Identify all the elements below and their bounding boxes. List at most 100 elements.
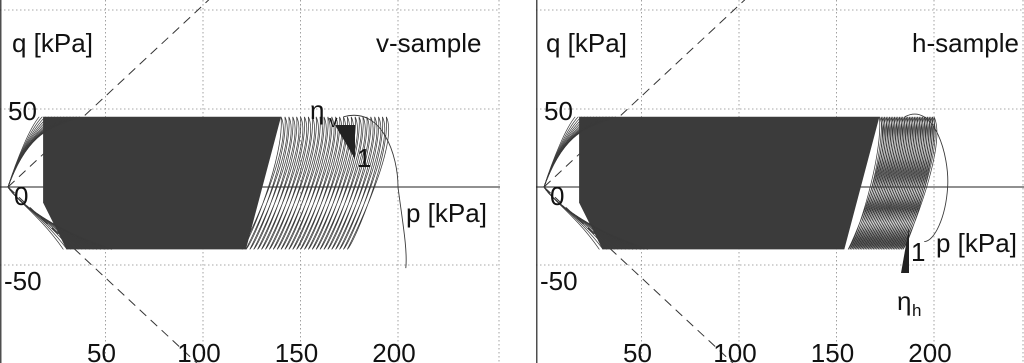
cycle-loop-14 [871, 116, 906, 250]
slope-unit-label: 1 [357, 143, 371, 173]
cycle-loop-3 [253, 116, 296, 250]
cycle-loop-28 [894, 116, 929, 250]
cycle-loop-17 [875, 116, 911, 250]
cycle-loop-14 [296, 116, 339, 250]
cycle-loop-29 [895, 116, 931, 250]
cycle-loop-11 [866, 116, 901, 250]
x-tick-label-100: 100 [713, 338, 756, 363]
x-tick-label-50: 50 [623, 338, 652, 363]
slope-eta-subscript: v [329, 112, 338, 131]
cycle-loop-15 [300, 116, 343, 250]
cycle-loop-10 [864, 116, 900, 250]
cycle-loop-20 [319, 116, 362, 250]
cycle-loop-4 [854, 116, 890, 250]
cycle-loop-21 [323, 116, 366, 250]
cycle-loop-17 [307, 116, 350, 250]
cycle-loop-16 [304, 116, 347, 250]
cycle-loop-21 [882, 116, 918, 250]
y-tick-label-50: 50 [8, 96, 37, 126]
cycle-loop-25 [339, 116, 382, 250]
cycle-loop-23 [331, 116, 374, 250]
cycle-loop-12 [867, 116, 903, 250]
cycle-loop-18 [877, 116, 913, 250]
slope-triangle [335, 125, 355, 159]
cycle-loop-19 [879, 116, 915, 250]
slope-triangle [901, 228, 909, 273]
x-axis-label: p [kPa] [936, 228, 1017, 258]
cycle-loop-11 [284, 116, 327, 250]
cycle-loop-20 [880, 116, 916, 250]
slope-unit-label: 1 [911, 237, 925, 267]
cycle-loop-4 [257, 116, 300, 250]
guide-line-positive [543, 0, 746, 188]
cycle-curve-early-13 [543, 116, 649, 250]
cycle-loop-15 [872, 116, 908, 250]
cycle-loop-1 [849, 116, 885, 250]
cycle-curve-early-13 [7, 116, 113, 250]
cycle-loop-13 [292, 116, 335, 250]
cycle-loop-9 [276, 116, 319, 250]
cycle-loop-8 [272, 116, 315, 250]
dense-cycle-region [579, 116, 880, 250]
final-loop [904, 113, 949, 243]
panel-label: h-sample [912, 28, 1019, 58]
cycle-loop-26 [890, 116, 926, 250]
y-axis-label: q [kPa] [546, 28, 627, 58]
cycle-loop-5 [261, 116, 304, 250]
cycle-loop-2 [249, 116, 292, 250]
slope-eta-label: η [897, 286, 911, 316]
final-loop [343, 114, 407, 269]
cycle-loop-0 [241, 116, 284, 250]
x-tick-label-150: 150 [811, 338, 854, 363]
guide-line-positive [7, 0, 210, 188]
cycle-loop-22 [884, 116, 920, 250]
cycle-loop-12 [288, 116, 331, 250]
chart-svg-v-sample: q [kPa] v-sample p [kPa] 50 0 -50 50 100 150 200 η… [0, 0, 500, 363]
cycle-loop-27 [346, 116, 389, 250]
cycle-loop-22 [327, 116, 370, 250]
y-axis-label: q [kPa] [12, 28, 93, 58]
cycle-loop-8 [861, 116, 896, 250]
chart-panel-v-sample: q [kPa] v-sample p [kPa] 50 0 -50 50 100 150 200 η… [0, 0, 500, 363]
chart-svg-h-sample: q [kPa] h-sample p [kPa] 50 0 -50 50 100 150 200 1… [536, 0, 1024, 363]
cycle-loop-27 [892, 116, 928, 250]
cycle-loop-0 [847, 116, 883, 250]
cycle-loop-24 [887, 116, 923, 250]
slope-eta-subscript: h [912, 301, 921, 320]
x-tick-label-50: 50 [87, 338, 116, 363]
cycle-loop-6 [857, 116, 893, 250]
y-tick-label-0: 0 [14, 181, 28, 211]
y-tick-label--50: -50 [4, 266, 42, 296]
panel-label: v-sample [376, 28, 481, 58]
cycle-loop-32 [900, 116, 936, 250]
cycle-loop-2 [851, 116, 886, 250]
cycle-loop-1 [245, 116, 288, 250]
y-tick-label-50: 50 [544, 96, 573, 126]
x-axis-label: p [kPa] [406, 198, 487, 228]
cycle-loop-10 [280, 116, 323, 250]
cycle-loop-31 [899, 116, 934, 250]
cycle-loop-25 [889, 116, 924, 250]
cycle-loop-23 [885, 116, 921, 250]
cycle-loop-7 [859, 116, 895, 250]
cycle-loop-24 [335, 116, 378, 250]
cycle-loop-7 [268, 116, 311, 250]
cycle-loop-33 [902, 116, 938, 250]
cycle-loop-26 [343, 116, 386, 250]
cycle-loop-3 [852, 116, 888, 250]
cycle-loop-6 [265, 116, 308, 250]
y-tick-label--50: -50 [540, 266, 578, 296]
cycle-loop-5 [856, 116, 891, 250]
slope-eta-label: η [310, 95, 324, 125]
chart-panel-h-sample: q [kPa] h-sample p [kPa] 50 0 -50 50 100 150 200 1… [536, 0, 1024, 363]
x-tick-label-200: 200 [372, 338, 415, 363]
y-tick-label-0: 0 [550, 181, 564, 211]
x-tick-label-150: 150 [275, 338, 318, 363]
x-tick-label-100: 100 [177, 338, 220, 363]
cycle-loop-13 [869, 116, 905, 250]
dense-cycle-region [43, 116, 281, 250]
cycle-loop-9 [862, 116, 898, 250]
x-tick-label-200: 200 [908, 338, 951, 363]
cycle-loop-30 [897, 116, 933, 250]
cycle-loop-16 [874, 116, 910, 250]
